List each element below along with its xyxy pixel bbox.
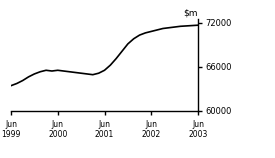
Text: $m: $m [183,8,198,17]
